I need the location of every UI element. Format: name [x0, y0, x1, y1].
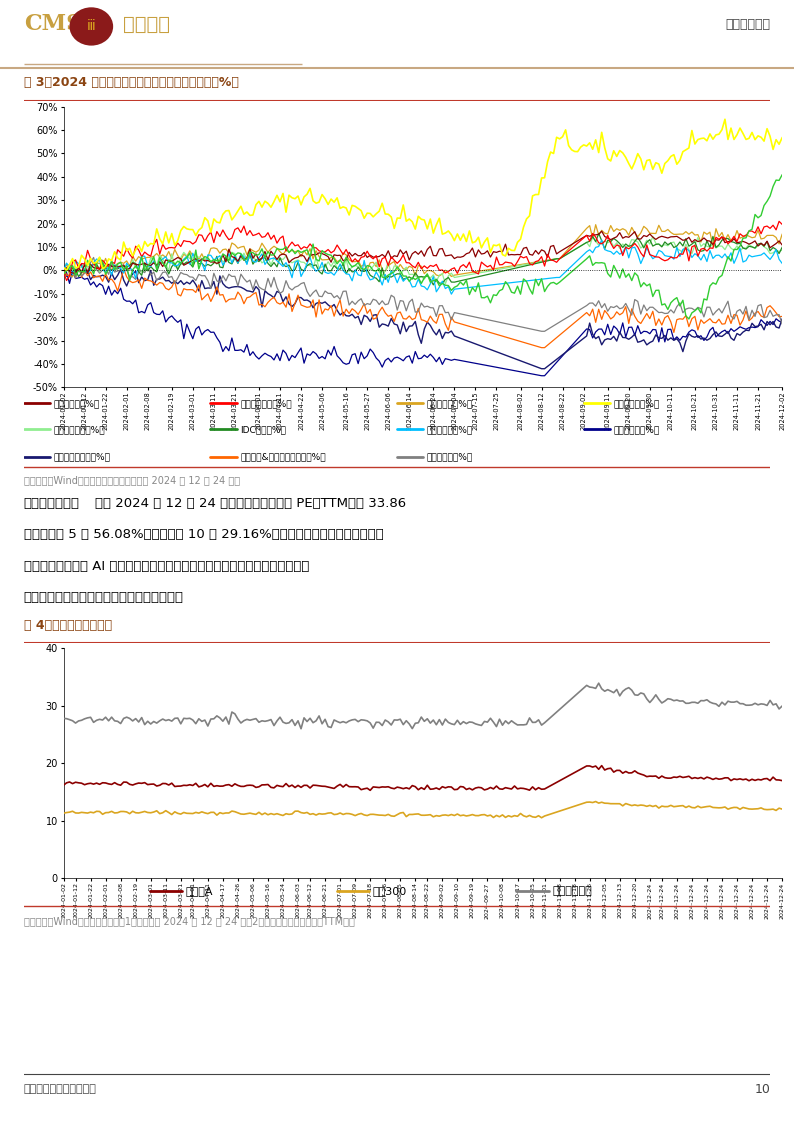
Text: 光器件板块（%）: 光器件板块（%） [427, 399, 473, 408]
Ellipse shape [70, 8, 114, 46]
Text: 敬请阅读末页的重要说明: 敬请阅读末页的重要说明 [24, 1085, 97, 1094]
Text: 运营商板块（%）: 运营商板块（%） [54, 399, 100, 408]
Text: IDC板块（%）: IDC板块（%） [241, 424, 286, 433]
Text: 10: 10 [754, 1083, 770, 1096]
Text: 工业互联网板块（%）: 工业互联网板块（%） [54, 453, 110, 462]
Text: 资料来源：Wind、招商证券（注：1）数据截至 2024 年 12 月 24 日；2）统计方法使用市盈率（TTM））: 资料来源：Wind、招商证券（注：1）数据截至 2024 年 12 月 24 日… [24, 916, 355, 926]
Text: 通信设备板块（%）: 通信设备板块（%） [54, 424, 106, 433]
Text: CMS: CMS [24, 13, 82, 35]
Text: 行业深度报告: 行业深度报告 [725, 18, 770, 30]
Text: 军工通信&卫星互联网板块（%）: 军工通信&卫星互联网板块（%） [241, 453, 326, 462]
Text: 沪深300: 沪深300 [372, 886, 407, 895]
Text: 稳中有进，通信板块应享有一定的估值溢价。: 稳中有进，通信板块应享有一定的估值溢价。 [24, 592, 184, 604]
Text: ⅲ: ⅲ [87, 19, 96, 34]
Text: 资料来源：Wind、招商证券（注：数据截至 2024 年 12 月 24 日）: 资料来源：Wind、招商证券（注：数据截至 2024 年 12 月 24 日） [24, 476, 240, 485]
Text: 考虑到当前国内外 AI 基础设施需求持续高景气、政策环境持续向好、技术变革: 考虑到当前国内外 AI 基础设施需求持续高景气、政策环境持续向好、技术变革 [24, 560, 309, 573]
Text: 光模块板块（%）: 光模块板块（%） [614, 399, 660, 408]
Text: 倍，位于近 5 年 56.08%分位点与近 10 年 29.16%分位点，估值仍处于相对低位。: 倍，位于近 5 年 56.08%分位点与近 10 年 29.16%分位点，估值仍… [24, 528, 384, 541]
Text: 图 3：2024 年以来通信行业细分板块涨跌幅情况（%）: 图 3：2024 年以来通信行业细分板块涨跌幅情况（%） [24, 76, 239, 89]
Text: 截至 2024 年 12 月 24 日，通信（申万）的 PE（TTM）为 33.86: 截至 2024 年 12 月 24 日，通信（申万）的 PE（TTM）为 33.… [94, 496, 406, 510]
Text: 万得全A: 万得全A [186, 886, 213, 895]
Text: 图 4：通信板块估值情况: 图 4：通信板块估值情况 [24, 619, 112, 631]
Text: 招商证券: 招商证券 [123, 15, 170, 34]
Text: 连接器板块（%）: 连接器板块（%） [427, 453, 473, 462]
Text: 出海链板块（%）: 出海链板块（%） [427, 424, 473, 433]
Text: 物联网板块（%）: 物联网板块（%） [614, 424, 660, 433]
Text: 通信（申万）: 通信（申万） [552, 886, 592, 895]
Text: 板块估值方面，: 板块估值方面， [24, 496, 80, 510]
Text: 光缆海缆板块（%）: 光缆海缆板块（%） [241, 399, 292, 408]
